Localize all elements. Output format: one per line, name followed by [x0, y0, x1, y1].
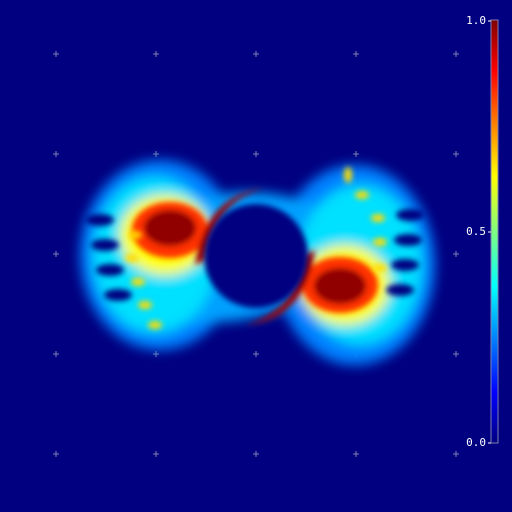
colorbar-tick-label: 1.0	[466, 14, 486, 27]
colorbar-tick-label: 0.5	[466, 225, 486, 238]
density-field	[80, 160, 435, 365]
colorbar	[490, 19, 499, 444]
grid-crosses	[53, 51, 459, 457]
colorbar-tick-label: 0.0	[466, 436, 486, 449]
